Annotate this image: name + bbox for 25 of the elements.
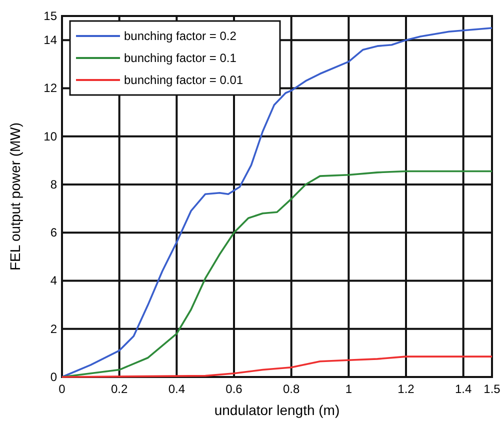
y-tick-label: 2: [50, 322, 58, 336]
y-axis-title: FEL output power (MW): [7, 122, 23, 271]
y-tick-label: 15: [44, 9, 58, 23]
y-tick-label: 12: [44, 81, 58, 96]
x-tick-label: 1.2: [398, 382, 415, 396]
x-tick-label: 1.4: [454, 382, 472, 396]
x-tick-label: 0.8: [282, 382, 300, 396]
x-tick-label: 0.4: [168, 382, 186, 396]
line-series: [61, 27, 493, 378]
y-tick-label: 14: [44, 33, 58, 48]
legend-label: bunching factor = 0.1: [124, 51, 237, 65]
y-tick-label: 4: [50, 274, 58, 288]
y-tick-label: 8: [50, 177, 58, 192]
x-tick-label: 0.6: [226, 382, 243, 396]
legend-label: bunching factor = 0.2: [124, 29, 237, 43]
line-series: [61, 356, 493, 378]
x-tick-label: 1.5: [484, 382, 501, 396]
y-tick-label: 0: [50, 370, 58, 384]
y-tick-label: 10: [44, 129, 58, 144]
y-tick-label: 6: [50, 226, 58, 240]
legend-label: bunching factor = 0.01: [124, 73, 244, 87]
x-tick-label: 1: [345, 382, 352, 396]
x-axis-title: undulator length (m): [214, 402, 340, 418]
x-tick-label: 0: [58, 382, 66, 396]
x-tick-label: 0.2: [110, 382, 128, 396]
